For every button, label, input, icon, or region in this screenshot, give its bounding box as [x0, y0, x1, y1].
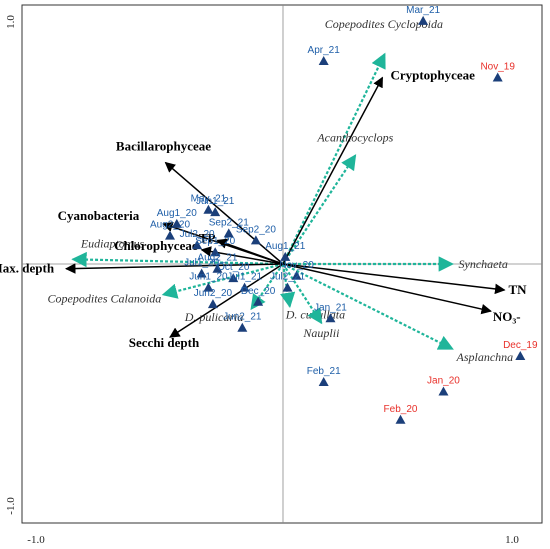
env-arrow-secchi-depth [169, 263, 284, 338]
env-label-bacillarophyceae: Bacillarophyceae [116, 139, 211, 154]
sample-marker-aug2-21 [212, 263, 223, 273]
env-label-no: NO₃- [493, 309, 521, 324]
species-label-d-pulicaria: D. pulicaria [184, 310, 244, 324]
sample-marker-sep2-21 [223, 228, 234, 238]
sample-marker-aug2-20 [165, 230, 175, 240]
sample-label-jan-20: Jan_20 [427, 375, 460, 386]
sample-marker-dec-19 [515, 351, 526, 361]
sample-label-feb-21: Feb_21 [307, 366, 341, 377]
y-tick-max: 1.0 [5, 15, 17, 29]
sample-label-may-21: May_21 [191, 194, 227, 205]
env-label-cyanobacteria: Cyanobacteria [58, 208, 140, 223]
sample-marker-jul2-20 [192, 240, 203, 250]
species-arrow-eudiaptomus [71, 251, 284, 268]
env-label-chlorophyceae: Chlorophyceae [114, 238, 198, 253]
sample-marker-jul2-21 [282, 282, 293, 292]
species-arrow-copepodites-cyclopoida [282, 52, 386, 265]
y-tick-min: -1.0 [5, 497, 17, 515]
sample-label-aug2-21: Aug2_21 [197, 253, 237, 264]
sample-label-jul2-20: Jul2_20 [180, 229, 215, 240]
sample-marker-aug1-20 [171, 218, 182, 228]
sample-marker-jun2-21 [237, 322, 248, 332]
sample-label-oct-20: Oct_20 [217, 262, 250, 273]
env-label-tn: TN [508, 282, 527, 297]
species-arrow-nauplii [282, 263, 323, 325]
sample-marker-feb-20 [395, 414, 406, 424]
species-label-eudiaptomus: Eudiaptomus [80, 236, 145, 250]
species-arrow-asplanchna [282, 263, 454, 350]
sample-marker-jun1-20 [203, 282, 214, 292]
sample-marker-dec-20 [253, 296, 264, 306]
sample-label-aug1-20: Aug1_20 [157, 208, 197, 219]
sample-marker-sep2-20 [250, 235, 261, 245]
sample-label-jul1-21: Jul1_21 [227, 272, 262, 283]
sample-label-nov-19: Nov_19 [480, 62, 515, 73]
sample-label-sep2-21: Sep2_21 [209, 217, 249, 228]
species-label-asplanchna: Asplanchna [456, 350, 514, 364]
sample-points: Mar_21Apr_21Nov_19May_21Jun1_21Aug1_20Au… [150, 5, 538, 424]
sample-marker-aug1-21 [280, 251, 291, 261]
sample-marker-may-21 [203, 204, 214, 214]
species-label-acanthocyclops: Acanthocyclops [316, 130, 393, 144]
sample-label-jul2-21: Jul2_21 [270, 272, 305, 283]
sample-marker-jun1-21 [210, 207, 221, 217]
sample-label-feb-20: Feb_20 [384, 404, 418, 415]
sample-label-nov-20: Nov_20 [279, 260, 314, 271]
species-arrows: Copepodites Cyclopoida Acanthocyclops Eudi… [48, 17, 514, 364]
env-arrow-cryptophyceae [282, 76, 384, 265]
env-label-tp: TP [199, 230, 216, 245]
sample-label-mar-21: Mar_21 [406, 5, 440, 16]
env-arrow-tn [282, 263, 506, 295]
sample-marker-jan-20 [438, 386, 449, 396]
sample-marker-jan-21 [325, 313, 336, 323]
sample-marker-nov-19 [492, 72, 503, 82]
sample-marker-jul1-20 [196, 268, 207, 278]
env-arrow-no [282, 263, 492, 315]
species-label-copepodites-calanoida: Copepodites Calanoida [48, 292, 162, 306]
x-tick-max: 1.0 [505, 534, 519, 546]
env-label-cryptophyceae: Cryptophyceae [390, 68, 475, 83]
sample-marker-feb-21 [318, 377, 329, 386]
sample-label-jan-21: Jan_21 [314, 302, 347, 313]
x-tick-min: -1.0 [27, 534, 45, 546]
sample-marker-jul1-21 [239, 282, 250, 292]
sample-label-jun2-20: Jun2_20 [194, 288, 233, 299]
env-label-secchi-depth: Secchi depth [129, 335, 200, 350]
sample-label-sep2-20: Sep2_20 [236, 224, 276, 235]
sample-marker-nov-20 [291, 270, 302, 280]
env-arrow-bacillarophyceae [164, 161, 284, 265]
sample-label-jul1-20: Jul1_20 [184, 257, 219, 268]
sample-label-dec-19: Dec_19 [503, 340, 538, 351]
environmental-arrows: Cryptophyceae Bacillarophyceae Cyanobacter… [0, 68, 527, 351]
sample-label-jun2-21: Jun2_21 [223, 312, 262, 323]
species-arrow-copepodites-calanoida [161, 262, 284, 299]
env-arrow-tp [216, 238, 284, 265]
sample-label-aug1-21: Aug1_21 [265, 241, 305, 252]
sample-marker-oct-20 [228, 273, 239, 283]
species-label-copepodites-cyclopoida: Copepodites Cyclopoida [325, 17, 443, 31]
sample-label-jun1-21: Jun1_21 [196, 196, 235, 207]
sample-label-dec-20: Dec_20 [241, 286, 276, 297]
sample-label-jun1-20: Jun1_20 [189, 272, 228, 283]
sample-marker-mar-21 [418, 15, 429, 25]
sample-marker-apr-21 [318, 56, 329, 66]
sample-label-sep1-20: Sep1_20 [195, 236, 235, 247]
sample-marker-sep1-20 [210, 247, 221, 257]
env-arrow-max-depth [64, 263, 284, 274]
sample-label-aug2-20: Aug2_20 [150, 220, 190, 231]
sample-label-apr-21: Apr_21 [308, 45, 341, 56]
species-label-nauplii: Nauplii [302, 326, 339, 340]
sample-marker-jun2-20 [207, 299, 218, 309]
species-label-synchaeta: Synchaeta [459, 257, 508, 271]
env-label-max-depth: Max. depth [0, 261, 55, 276]
species-arrow-acanthocyclops [282, 154, 357, 265]
